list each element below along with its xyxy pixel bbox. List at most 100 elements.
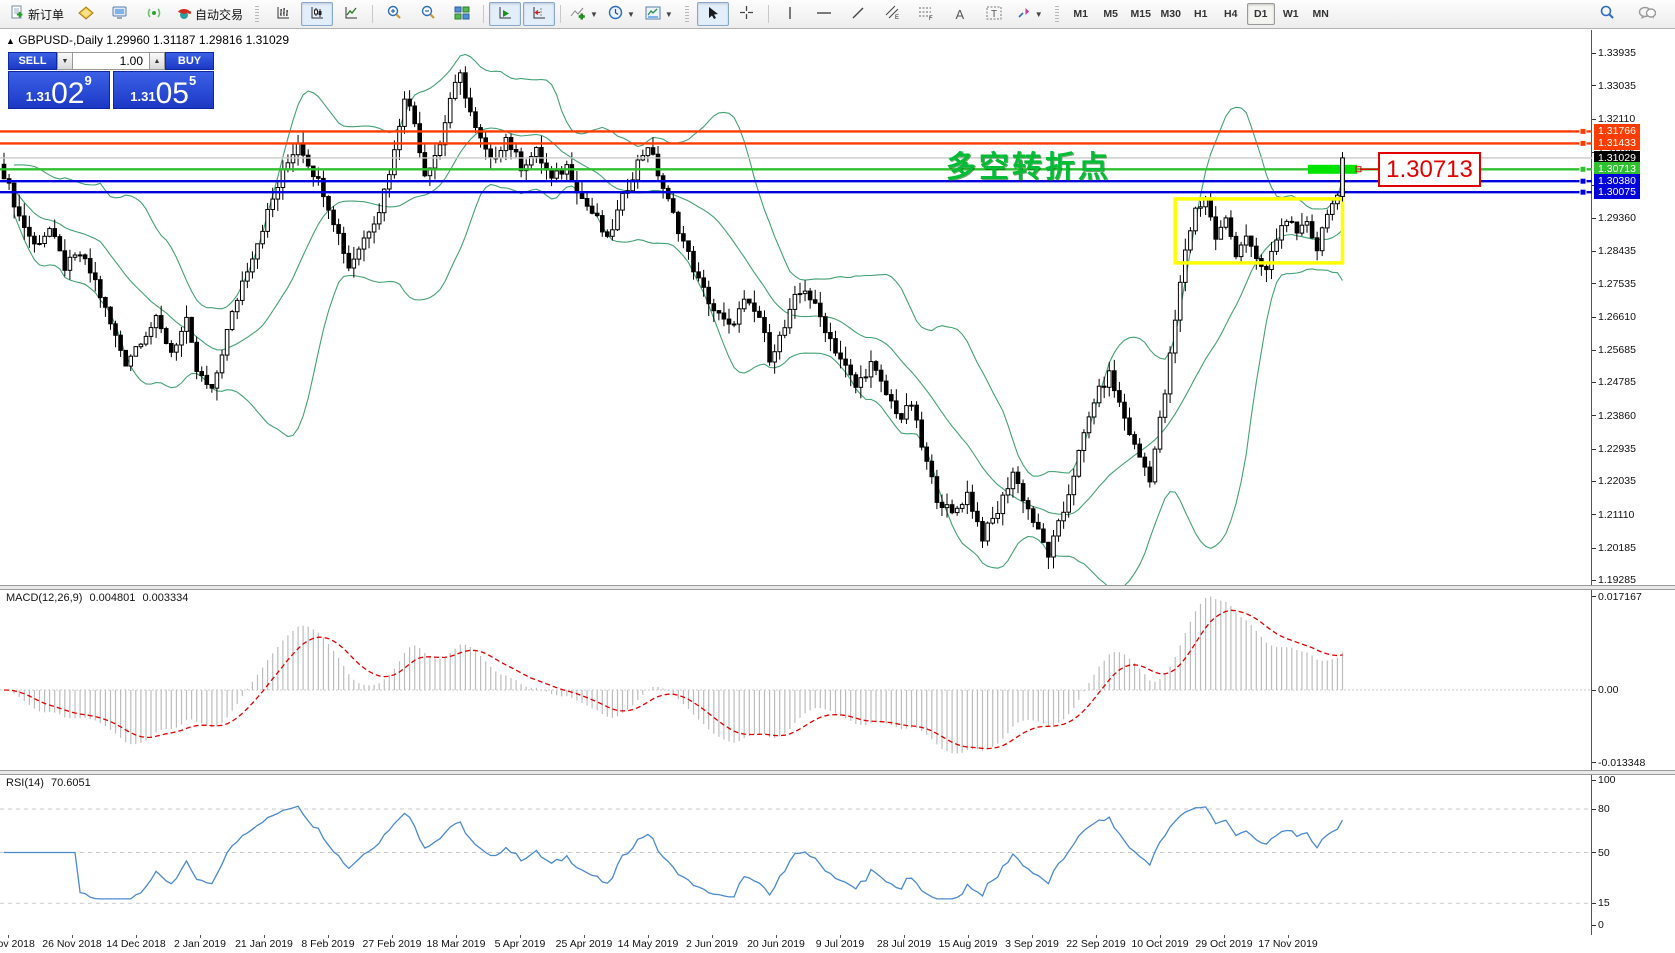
sell-price-button[interactable]: 1.31 02 9: [8, 71, 110, 109]
terminal-button[interactable]: [104, 2, 136, 26]
current-candle[interactable]: [1340, 152, 1345, 202]
timeframe-button-m1[interactable]: M1: [1073, 8, 1089, 20]
buy-price-prefix: 1.31: [130, 89, 156, 104]
buy-button[interactable]: BUY: [165, 52, 214, 70]
timeframe-button-h1[interactable]: H1: [1194, 8, 1208, 20]
signals-button[interactable]: [138, 2, 170, 26]
chart-shift-button[interactable]: [523, 2, 556, 26]
timeframe-button-h4[interactable]: H4: [1224, 8, 1238, 20]
bollinger-bands[interactable]: [13, 53, 1344, 586]
buy-price-button[interactable]: 1.31 05 5: [112, 71, 214, 110]
arrows-dropdown-caret[interactable]: ▼: [1034, 9, 1043, 19]
terminal-icon: [112, 6, 128, 23]
text-label-icon: T: [986, 6, 1002, 23]
toolbar-group-objects: E F A T ▼: [693, 1, 1051, 27]
date-axis-tick: [8, 935, 9, 938]
timeframe-button-d1[interactable]: D1: [1246, 3, 1275, 25]
trendline-button[interactable]: [842, 2, 874, 26]
indicators-dropdown-caret[interactable]: ▼: [590, 9, 598, 19]
search-button[interactable]: [1591, 2, 1623, 26]
volume-decrease-button[interactable]: ▼: [57, 52, 73, 70]
date-label: 28 Jul 2019: [876, 938, 932, 950]
arrows-button[interactable]: ▼: [1012, 2, 1047, 26]
price-axis-tick: 1.23860: [1592, 409, 1636, 423]
horizontal-line-button[interactable]: [808, 2, 840, 26]
price-axis-tick: 1.19285: [1592, 573, 1636, 587]
periods-button[interactable]: ▼: [604, 2, 639, 26]
equidistant-channel-button[interactable]: E: [876, 2, 908, 26]
line-chart-button[interactable]: [335, 2, 367, 26]
callout-anchor-handle[interactable]: [1355, 166, 1362, 173]
templates-dropdown-caret[interactable]: ▼: [664, 9, 673, 19]
zoom-out-button[interactable]: [412, 2, 444, 26]
sell-button[interactable]: SELL: [8, 52, 57, 70]
auto-scroll-button[interactable]: [489, 2, 522, 26]
line-chart-icon: [344, 6, 359, 23]
price-axis-tick: 1.29360: [1592, 211, 1636, 225]
timeframe-button-m15[interactable]: M15: [1130, 8, 1151, 20]
pane-splitter[interactable]: [0, 585, 1675, 590]
main-chart-pane[interactable]: ▲ GBPUSD-,Daily 1.29960 1.31187 1.29816 …: [0, 30, 1592, 585]
price-chart-canvas[interactable]: [0, 30, 1592, 585]
timeframe-button-mn[interactable]: MN: [1312, 8, 1329, 20]
svg-text:T: T: [991, 9, 997, 20]
price-callout-box[interactable]: 1.30713: [1378, 152, 1481, 187]
green-highlight-segment[interactable]: [1308, 164, 1358, 174]
price-level-label: 1.30713: [1594, 162, 1640, 177]
buy-price-big: 05: [155, 76, 189, 110]
rsi-pane[interactable]: RSI(14) 70.6051: [0, 775, 1592, 935]
vertical-line-button[interactable]: [774, 2, 806, 26]
rsi-line[interactable]: [4, 805, 1344, 900]
crosshair-button[interactable]: [731, 2, 763, 26]
date-axis-tick: [904, 935, 905, 938]
pane-splitter[interactable]: [0, 770, 1675, 775]
tile-windows-button[interactable]: [446, 2, 478, 26]
turning-point-annotation[interactable]: 多空转折点: [946, 151, 1111, 184]
macd-pane[interactable]: MACD(12,26,9) 0.004801 0.003334: [0, 590, 1592, 770]
yellow-highlight-box[interactable]: [1173, 197, 1345, 265]
macd-axis: 0.017167 0.00 -0.013348: [1592, 590, 1675, 770]
zoom-in-button[interactable]: [378, 2, 410, 26]
timeframe-button-m30[interactable]: M30: [1160, 8, 1181, 20]
periods-dropdown-caret[interactable]: ▼: [626, 9, 635, 19]
bar-chart-button[interactable]: [267, 2, 299, 26]
cursor-button[interactable]: [696, 2, 729, 26]
new-order-button[interactable]: 新订单: [6, 2, 68, 26]
volume-increase-button[interactable]: ▲: [149, 52, 165, 70]
trendline-icon: [851, 6, 865, 23]
macd-histogram[interactable]: [4, 596, 1344, 754]
macd-signal-line[interactable]: [3, 609, 1343, 750]
timeframe-button-w1[interactable]: W1: [1282, 8, 1299, 20]
date-label: 14 May 2019: [617, 938, 679, 950]
autotrading-button[interactable]: 自动交易: [172, 2, 247, 26]
date-axis-tick: [1160, 935, 1161, 938]
fibonacci-button[interactable]: F: [910, 2, 942, 26]
metaeditor-button[interactable]: [70, 2, 102, 26]
collapse-icon[interactable]: ▲: [6, 36, 15, 46]
date-axis-tick: [1032, 935, 1033, 938]
rsi-canvas[interactable]: [0, 775, 1592, 935]
price-level-label: 1.31029: [1594, 150, 1640, 165]
date-label: 21 Jan 2019: [235, 938, 293, 950]
timeframe-button-m5[interactable]: M5: [1103, 8, 1119, 20]
text-icon: A: [955, 6, 965, 22]
ohlc-close: 1.31029: [245, 33, 289, 47]
candlestick-chart-button[interactable]: [301, 2, 334, 26]
horizontal-level-lines[interactable]: [0, 127, 1592, 196]
templates-button[interactable]: ▼: [641, 2, 677, 26]
date-label: 8 Feb 2019: [301, 938, 355, 950]
toolbar-grip: [684, 6, 689, 22]
bar-chart-icon: [276, 6, 291, 23]
price-axis-tick: 1.27535: [1592, 277, 1636, 291]
date-axis[interactable]: 7 Nov 2018 26 Nov 2018 14 Dec 2018 2 Jan 20…: [0, 935, 1675, 953]
macd-canvas[interactable]: [0, 590, 1592, 770]
candlestick-series[interactable]: [1, 66, 1345, 569]
search-icon: [1599, 5, 1615, 23]
community-button[interactable]: [1631, 2, 1663, 26]
date-label: 5 Apr 2019: [494, 938, 546, 950]
rsi-axis-tick: 15: [1592, 896, 1610, 910]
text-label-button[interactable]: T: [978, 2, 1010, 26]
text-button[interactable]: A: [944, 2, 976, 26]
indicators-button[interactable]: ▼: [566, 2, 602, 26]
volume-input[interactable]: 1.00: [73, 52, 149, 70]
